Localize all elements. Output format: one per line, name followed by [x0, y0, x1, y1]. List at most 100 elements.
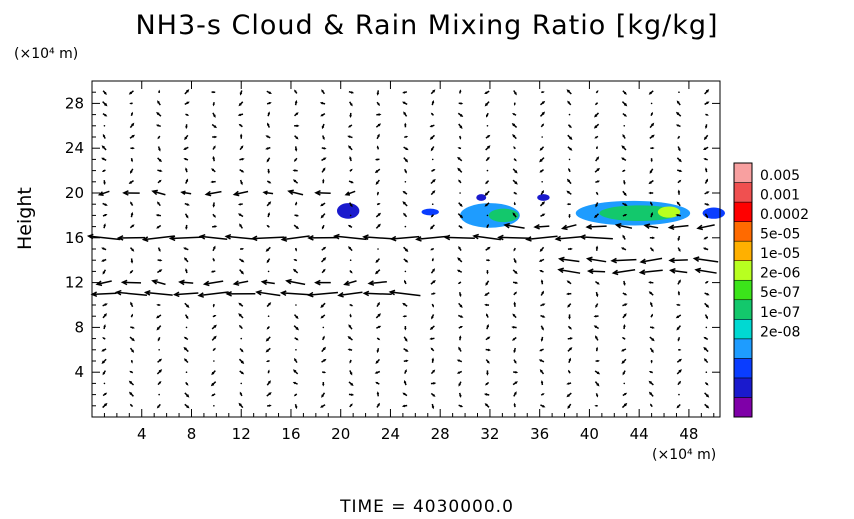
wind-vector-184 [256, 291, 281, 297]
y-tick-label-3: 16 [65, 229, 84, 247]
wind-arrowhead-608 [648, 91, 652, 95]
wind-arrowhead-287 [349, 114, 352, 119]
wind-arrowhead-346 [402, 101, 406, 105]
wind-arrowhead-157 [240, 271, 244, 275]
wind-dot-366 [431, 203, 434, 205]
wind-arrowhead-559 [623, 313, 627, 317]
wind-arrowhead-595 [651, 236, 656, 240]
wind-arrowhead-250 [320, 203, 324, 207]
wind-arrowhead-1 [104, 392, 108, 396]
wind-vector-329 [390, 291, 421, 297]
wind-arrowhead-662 [703, 136, 707, 141]
wind-arrowhead-69 [151, 279, 158, 285]
wind-arrowhead-631 [678, 159, 682, 163]
wind-arrowhead-456 [514, 170, 518, 174]
wind-vector-156 [234, 280, 249, 285]
wind-arrowhead-112 [185, 125, 188, 130]
wind-arrowhead-338 [402, 190, 406, 194]
wind-arrowhead-4 [101, 360, 105, 364]
wind-arrowhead-213 [279, 290, 287, 296]
wind-vector-567 [616, 224, 633, 229]
wind-arrowhead-167 [241, 157, 245, 161]
wind-arrowhead-563 [611, 269, 619, 276]
wind-arrowhead-378 [459, 394, 462, 398]
wind-vector-189 [252, 236, 285, 240]
wind-arrowhead-611 [678, 380, 682, 384]
wind-arrowhead-77 [151, 189, 158, 196]
wind-arrowhead-242 [306, 291, 314, 298]
wind-arrowhead-240 [320, 315, 324, 319]
wind-vector-102 [170, 236, 203, 240]
x-tick-label-6: 28 [431, 425, 450, 443]
wind-arrowhead-373 [429, 124, 433, 128]
wind-arrowhead-68 [143, 290, 151, 296]
wind-dot-147 [240, 382, 243, 385]
wind-arrowhead-248 [321, 226, 325, 230]
wind-arrowhead-648 [706, 292, 710, 296]
wind-arrowhead-552 [624, 392, 628, 396]
wind-arrowhead-27 [104, 103, 108, 107]
wind-arrowhead-603 [651, 147, 655, 150]
wind-arrowhead-600 [648, 181, 652, 185]
wind-arrowhead-462 [513, 103, 516, 106]
wind-arrowhead-320 [402, 392, 406, 396]
wind-arrowhead-89 [186, 383, 189, 386]
colorbar-swatch-8 [733, 240, 753, 261]
wind-arrowhead-541 [596, 192, 599, 196]
wind-arrowhead-505 [557, 267, 564, 274]
wind-arrowhead-469 [539, 348, 543, 352]
wind-arrowhead-585 [650, 349, 654, 353]
wind-arrowhead-536 [595, 245, 599, 249]
wind-arrowhead-560 [624, 303, 628, 306]
wind-dot-553 [623, 382, 626, 385]
colorbar-label-7: 1e-07 [760, 305, 800, 321]
wind-arrowhead-122 [213, 335, 217, 339]
wind-arrowhead-345 [403, 111, 407, 115]
wind-arrowhead-37 [131, 313, 134, 317]
wind-arrowhead-490 [541, 111, 546, 115]
wind-arrowhead-393 [460, 226, 463, 229]
wind-arrowhead-161 [239, 223, 242, 227]
wind-arrowhead-405 [459, 89, 462, 93]
wind-arrowhead-485 [539, 170, 543, 173]
colorbar-swatch-5 [733, 299, 753, 320]
wind-arrowhead-479 [525, 236, 532, 242]
wind-arrowhead-363 [415, 236, 422, 242]
wind-arrowhead-530 [593, 315, 597, 318]
wind-arrowhead-349 [432, 394, 436, 397]
wind-arrowhead-659 [704, 167, 708, 171]
wind-arrowhead-482 [541, 201, 546, 205]
x-unit-label: (×10⁴ m) [652, 447, 716, 463]
wind-arrowhead-180 [265, 338, 270, 342]
wind-arrowhead-26 [104, 113, 108, 117]
wind-arrowhead-426 [485, 181, 488, 185]
cloud-region-6 [657, 206, 681, 218]
wind-arrowhead-28 [103, 91, 107, 95]
wind-arrowhead-60 [158, 380, 162, 384]
wind-arrowhead-385 [460, 315, 464, 318]
colorbar-swatch-4 [733, 319, 753, 340]
wind-arrowhead-627 [676, 201, 680, 205]
wind-arrowhead-171 [237, 113, 242, 117]
wind-arrowhead-644 [703, 336, 707, 340]
wind-vector-131 [200, 235, 228, 240]
wind-arrowhead-625 [667, 224, 675, 230]
wind-arrowhead-501 [568, 316, 571, 320]
wind-arrowhead-537 [579, 234, 586, 240]
wind-arrowhead-554 [622, 372, 626, 376]
wind-arrowhead-438 [514, 371, 519, 374]
wind-arrowhead-91 [183, 358, 187, 362]
wind-arrowhead-489 [541, 123, 545, 126]
wind-arrowhead-510 [568, 215, 571, 219]
wind-arrowhead-624 [677, 237, 681, 242]
x-tick-label-9: 40 [580, 425, 599, 443]
wind-arrowhead-191 [267, 212, 271, 216]
wind-vector-164 [234, 190, 249, 196]
wind-arrowhead-472 [542, 315, 546, 318]
wind-arrowhead-367 [432, 190, 436, 194]
wind-arrowhead-612 [678, 369, 682, 373]
wind-arrowhead-543 [596, 167, 600, 172]
wind-vector-214 [286, 280, 306, 286]
wind-arrowhead-205 [292, 381, 296, 385]
wind-arrowhead-419 [487, 259, 491, 262]
